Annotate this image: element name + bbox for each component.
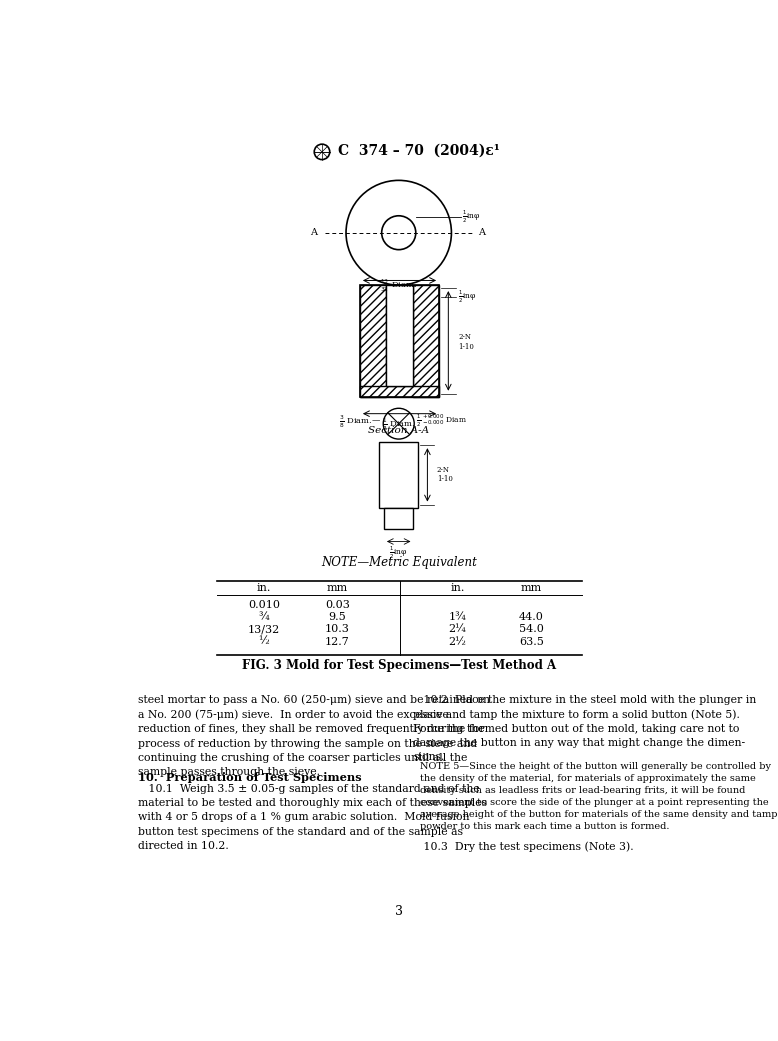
Bar — [360, 285, 439, 397]
Text: Section A-A: Section A-A — [368, 426, 429, 435]
Text: 3: 3 — [394, 906, 403, 918]
Text: 63.5: 63.5 — [519, 637, 544, 646]
Text: A: A — [310, 228, 317, 237]
Text: FIG. 3 Mold for Test Specimens—Test Method A: FIG. 3 Mold for Test Specimens—Test Meth… — [242, 659, 555, 671]
Text: NOTE 5—Since the height of the button will generally be controlled by
the densit: NOTE 5—Since the height of the button wi… — [419, 762, 778, 831]
Text: mm: mm — [520, 583, 541, 593]
Text: 10.3: 10.3 — [325, 625, 350, 634]
Text: 10.  Preparation of Test Specimens: 10. Preparation of Test Specimens — [138, 771, 361, 783]
Text: ½: ½ — [258, 637, 269, 646]
Text: $\frac{1}{2}$inφ: $\frac{1}{2}$inφ — [462, 209, 481, 226]
Bar — [360, 386, 439, 397]
Text: in.: in. — [450, 583, 464, 593]
Text: 54.0: 54.0 — [519, 625, 544, 634]
Bar — [380, 442, 418, 508]
Text: 44.0: 44.0 — [519, 612, 544, 621]
Text: 1-10: 1-10 — [458, 342, 475, 351]
Bar — [387, 285, 412, 386]
Text: 0.010: 0.010 — [248, 600, 280, 610]
Text: $\frac{1}{2}$inφ: $\frac{1}{2}$inφ — [457, 289, 476, 305]
Text: 2¼: 2¼ — [449, 625, 467, 634]
Text: $\frac{1}{2}$inφ: $\frac{1}{2}$inφ — [389, 544, 408, 561]
Text: 0.03: 0.03 — [325, 600, 350, 610]
Text: 10.2  Place the mixture in the steel mold with the plunger in
place and tamp the: 10.2 Place the mixture in the steel mold… — [413, 694, 757, 762]
Text: $\frac{13}{32}$ Diam.: $\frac{13}{32}$ Diam. — [380, 277, 418, 294]
Text: $\frac{1}{2}$ Diam.: $\frac{1}{2}$ Diam. — [382, 416, 415, 433]
Text: 13/32: 13/32 — [247, 625, 280, 634]
Text: $\frac{1}{2}$ $^{+0.000}_{-0.000}$ Diam: $\frac{1}{2}$ $^{+0.000}_{-0.000}$ Diam — [415, 412, 467, 429]
Text: mm: mm — [327, 583, 348, 593]
Text: 2-N: 2-N — [458, 333, 471, 341]
Text: A: A — [478, 228, 485, 237]
Text: 2-N: 2-N — [436, 466, 450, 474]
Bar — [412, 285, 439, 397]
Bar — [384, 508, 413, 529]
Text: 10.1  Weigh 3.5 ± 0.05-g samples of the standard and of the
material to be teste: 10.1 Weigh 3.5 ± 0.05-g samples of the s… — [138, 784, 487, 850]
Text: C  374 – 70  (2004)ε¹: C 374 – 70 (2004)ε¹ — [338, 144, 499, 157]
Text: 9.5: 9.5 — [328, 612, 346, 621]
Text: 1-10: 1-10 — [436, 475, 453, 483]
Text: 1¾: 1¾ — [449, 612, 467, 621]
Text: ¾: ¾ — [258, 612, 269, 621]
Text: 10.3  Dry the test specimens (Note 3).: 10.3 Dry the test specimens (Note 3). — [413, 841, 634, 852]
Text: $\frac{3}{8}$ Diam.—: $\frac{3}{8}$ Diam.— — [339, 414, 382, 430]
Text: in.: in. — [257, 583, 271, 593]
Text: NOTE—Metric Equivalent: NOTE—Metric Equivalent — [321, 556, 477, 568]
Text: steel mortar to pass a No. 60 (250-μm) sieve and be retained on
a No. 200 (75-μm: steel mortar to pass a No. 60 (250-μm) s… — [138, 694, 489, 777]
Text: 12.7: 12.7 — [325, 637, 350, 646]
Text: 2½: 2½ — [449, 637, 467, 646]
Bar — [360, 285, 387, 397]
